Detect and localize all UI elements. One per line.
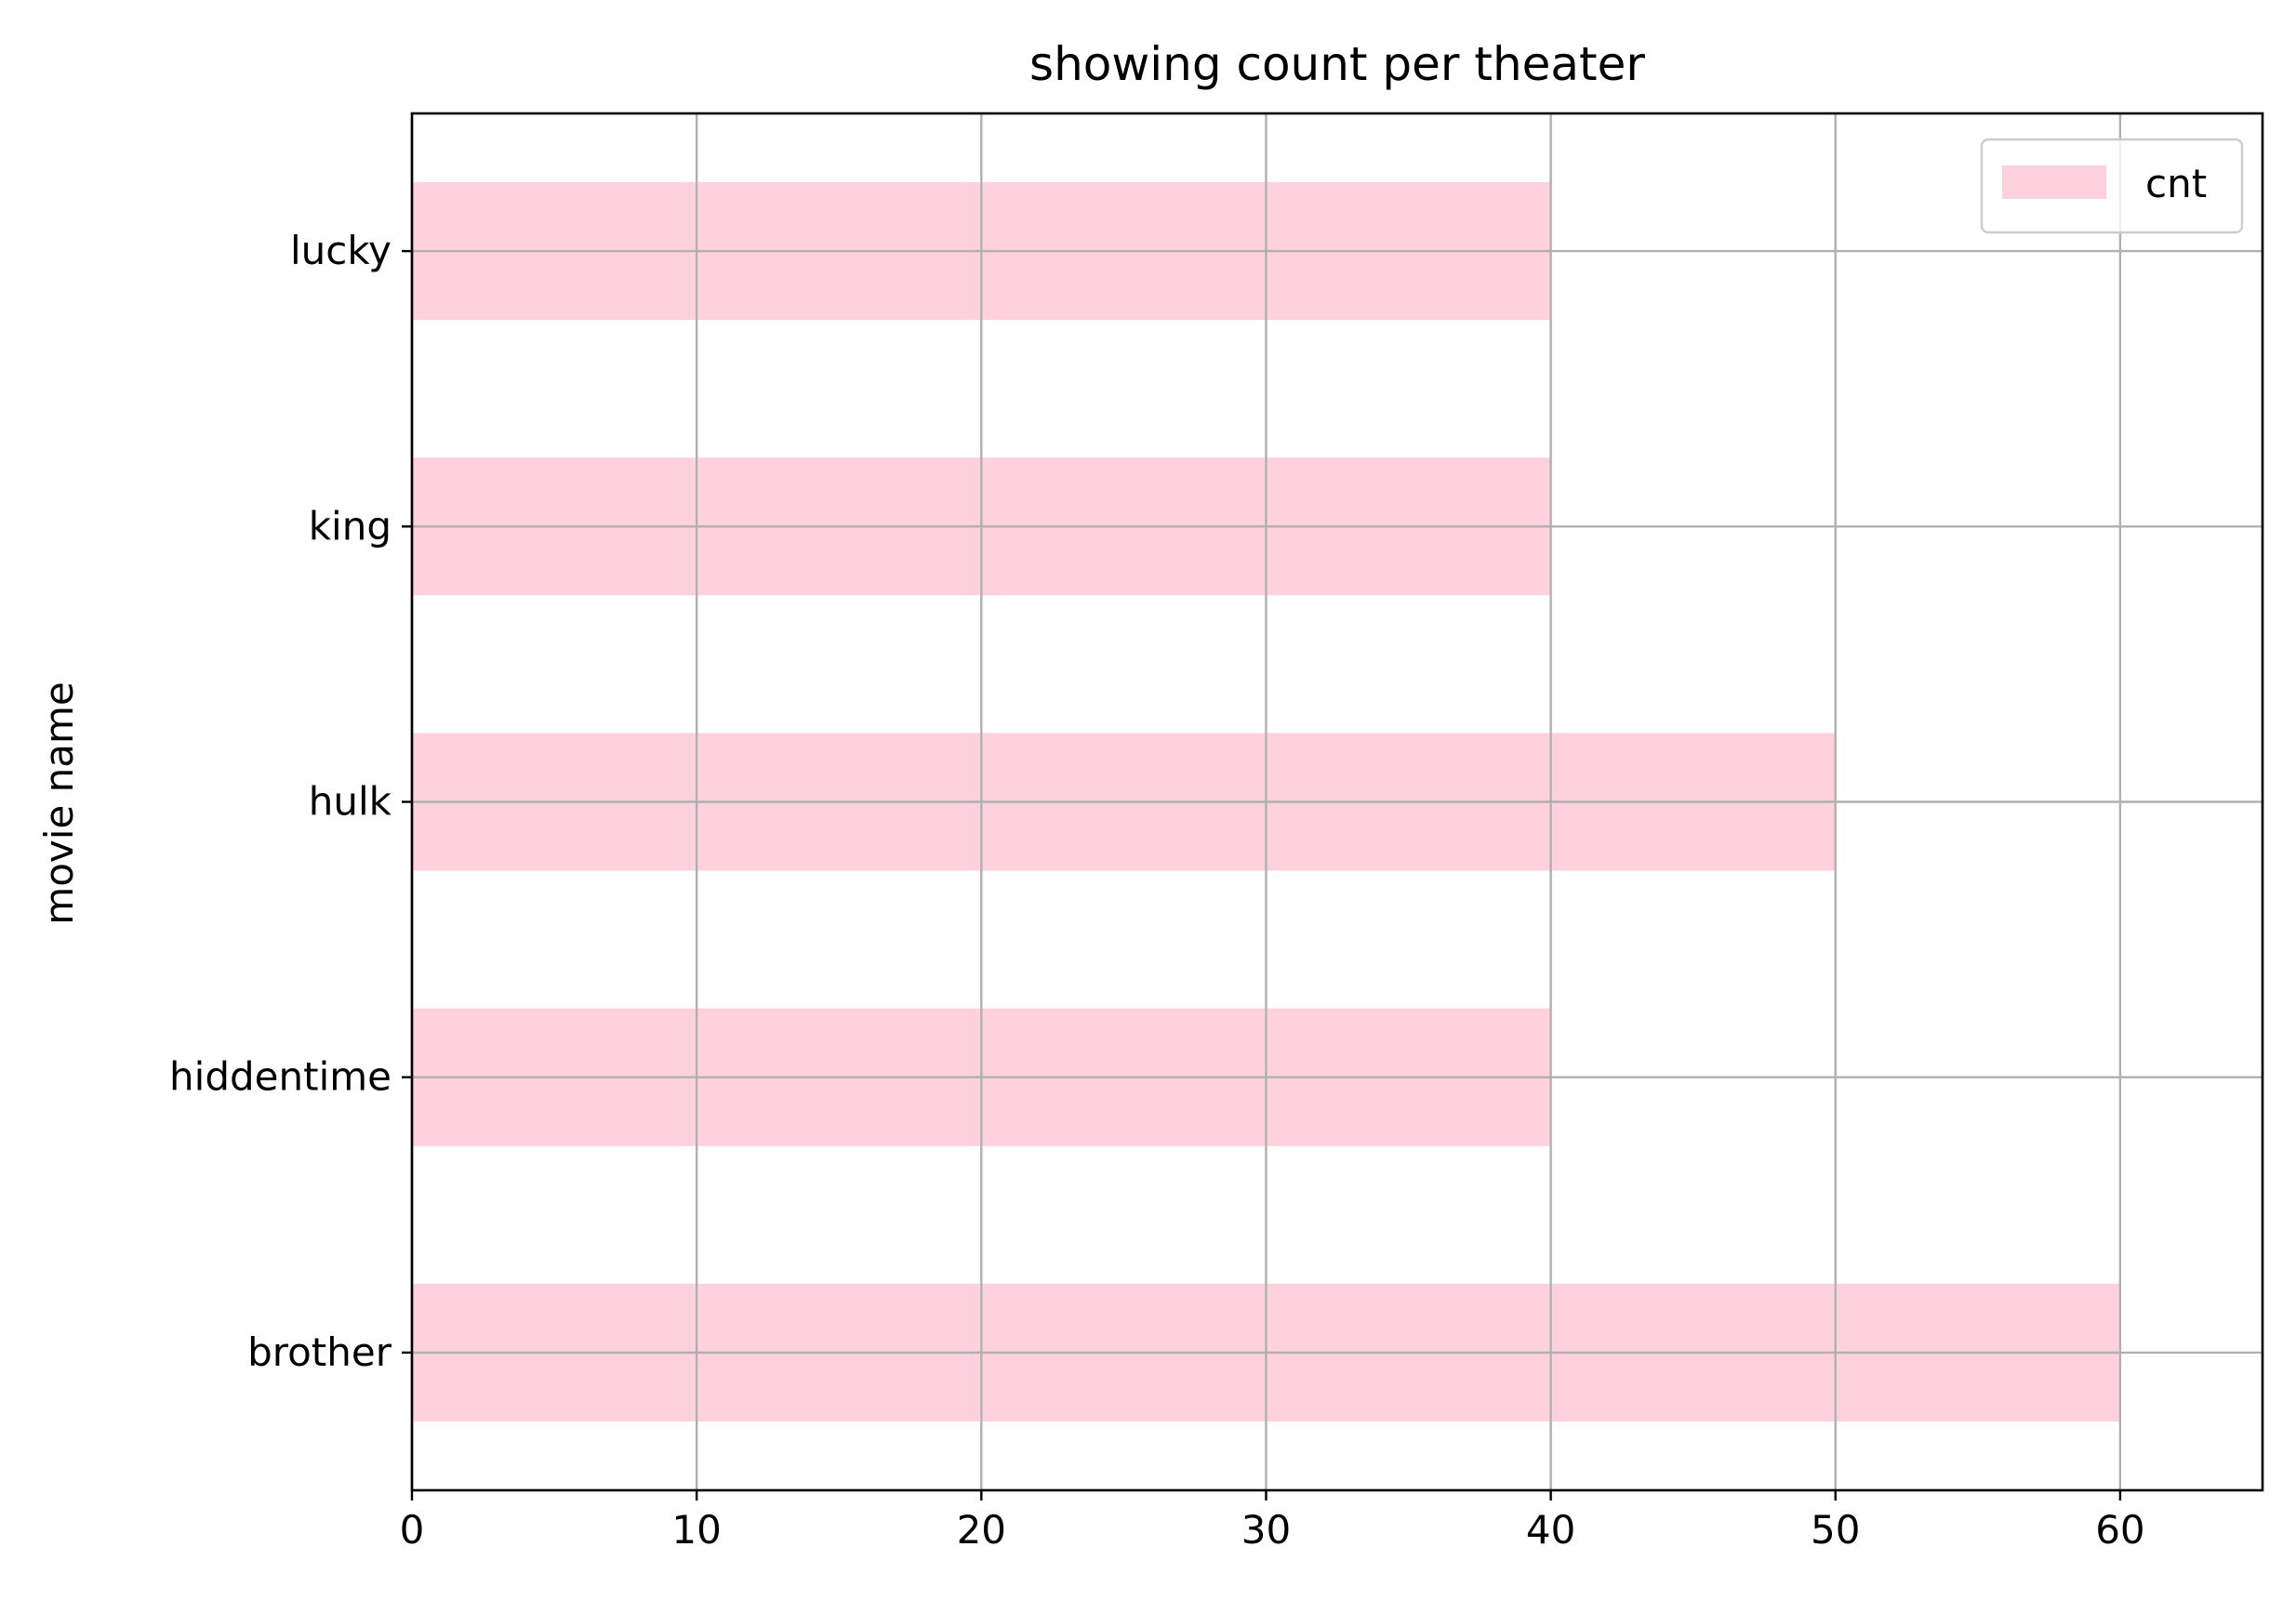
y-tick-label: brother [247, 1329, 392, 1375]
y-tick-label: lucky [290, 228, 392, 273]
x-tick-label: 20 [957, 1507, 1006, 1553]
y-axis-label: movie name [36, 681, 82, 924]
legend-box [1980, 138, 2244, 234]
x-tick-label: 10 [671, 1507, 721, 1553]
legend-label: cnt [2145, 161, 2207, 206]
x-tick-label: 0 [400, 1507, 425, 1553]
y-tick-label: hulk [309, 779, 392, 825]
y-tick-label: king [309, 503, 392, 549]
x-tick-label: 50 [1811, 1507, 1860, 1553]
plot-area: 0 10 20 30 40 50 60 brother hiddentime hulk king lu… [169, 112, 2264, 1553]
legend-swatch [2002, 165, 2106, 199]
x-tick-label: 30 [1241, 1507, 1291, 1553]
x-tick-label: 40 [1526, 1507, 1575, 1553]
y-tick-label: hiddentime [169, 1054, 392, 1100]
x-tick-label: 60 [2095, 1507, 2144, 1553]
chart-title: showing count per theater [1029, 37, 1645, 91]
